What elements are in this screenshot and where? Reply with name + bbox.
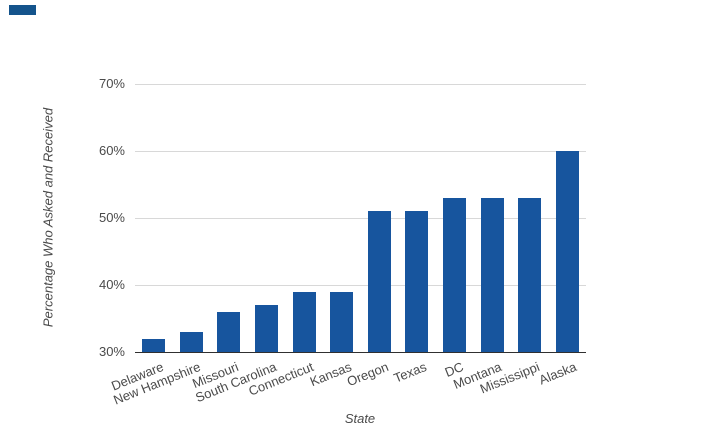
bar: [555, 151, 579, 352]
y-tick-label: 50%: [98, 210, 125, 225]
bar: [518, 197, 542, 352]
bar: [330, 291, 354, 352]
bar: [480, 197, 504, 352]
bar: [405, 211, 429, 352]
x-axis-line: [135, 351, 586, 353]
bar: [367, 211, 391, 352]
bar: [442, 197, 466, 352]
y-axis-title: Percentage Who Asked and Received: [40, 107, 56, 328]
gridline: [135, 151, 586, 152]
bar: [179, 331, 203, 352]
y-tick-label: 30%: [98, 344, 125, 359]
gridline: [135, 218, 586, 219]
bar: [142, 338, 166, 352]
corner-brand-mark: [9, 5, 36, 15]
y-tick-label: 40%: [98, 277, 125, 292]
gridline: [135, 285, 586, 286]
plot-area: [135, 84, 586, 353]
bar: [255, 305, 279, 352]
y-tick-label: 60%: [98, 143, 125, 158]
bar: [217, 311, 241, 352]
gridline: [135, 84, 586, 85]
bar: [292, 291, 316, 352]
y-tick-label: 70%: [98, 76, 125, 91]
x-axis-title: State: [344, 411, 376, 426]
